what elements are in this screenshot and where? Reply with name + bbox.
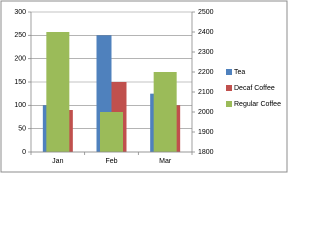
y-tick-label: 250 (14, 32, 26, 39)
bar (100, 112, 123, 152)
y2-tick-label: 2200 (198, 69, 214, 76)
y2-tick-label: 1900 (198, 129, 214, 136)
y-tick-label: 200 (14, 56, 26, 63)
y-tick-label: 0 (22, 149, 26, 156)
legend-swatch (226, 69, 232, 75)
y2-tick-label: 2500 (198, 9, 214, 16)
legend-swatch (226, 85, 232, 91)
x-tick-label: Feb (105, 158, 117, 165)
x-tick-label: Mar (159, 158, 172, 165)
y-tick-label: 150 (14, 79, 26, 86)
y2-tick-label: 2000 (198, 109, 214, 116)
y-tick-label: 300 (14, 9, 26, 16)
y2-tick-label: 1800 (198, 149, 214, 156)
y-tick-label: 50 (18, 126, 26, 133)
bar (153, 72, 177, 152)
x-tick-label: Jan (52, 158, 63, 165)
y2-tick-label: 2300 (198, 49, 214, 56)
chart: 0 50 100 150 200 250 300 1800 1900 2000 2100 2200 23… (0, 0, 288, 173)
y2-tick-label: 2400 (198, 29, 214, 36)
legend-swatch (226, 101, 232, 107)
y-tick-label: 100 (14, 102, 26, 109)
y2-tick-label: 2100 (198, 89, 214, 96)
legend-label: Tea (234, 69, 245, 76)
legend-label: Decaf Coffee (234, 85, 275, 92)
legend-label: Regular Coffee (234, 101, 281, 108)
bar (46, 32, 70, 152)
